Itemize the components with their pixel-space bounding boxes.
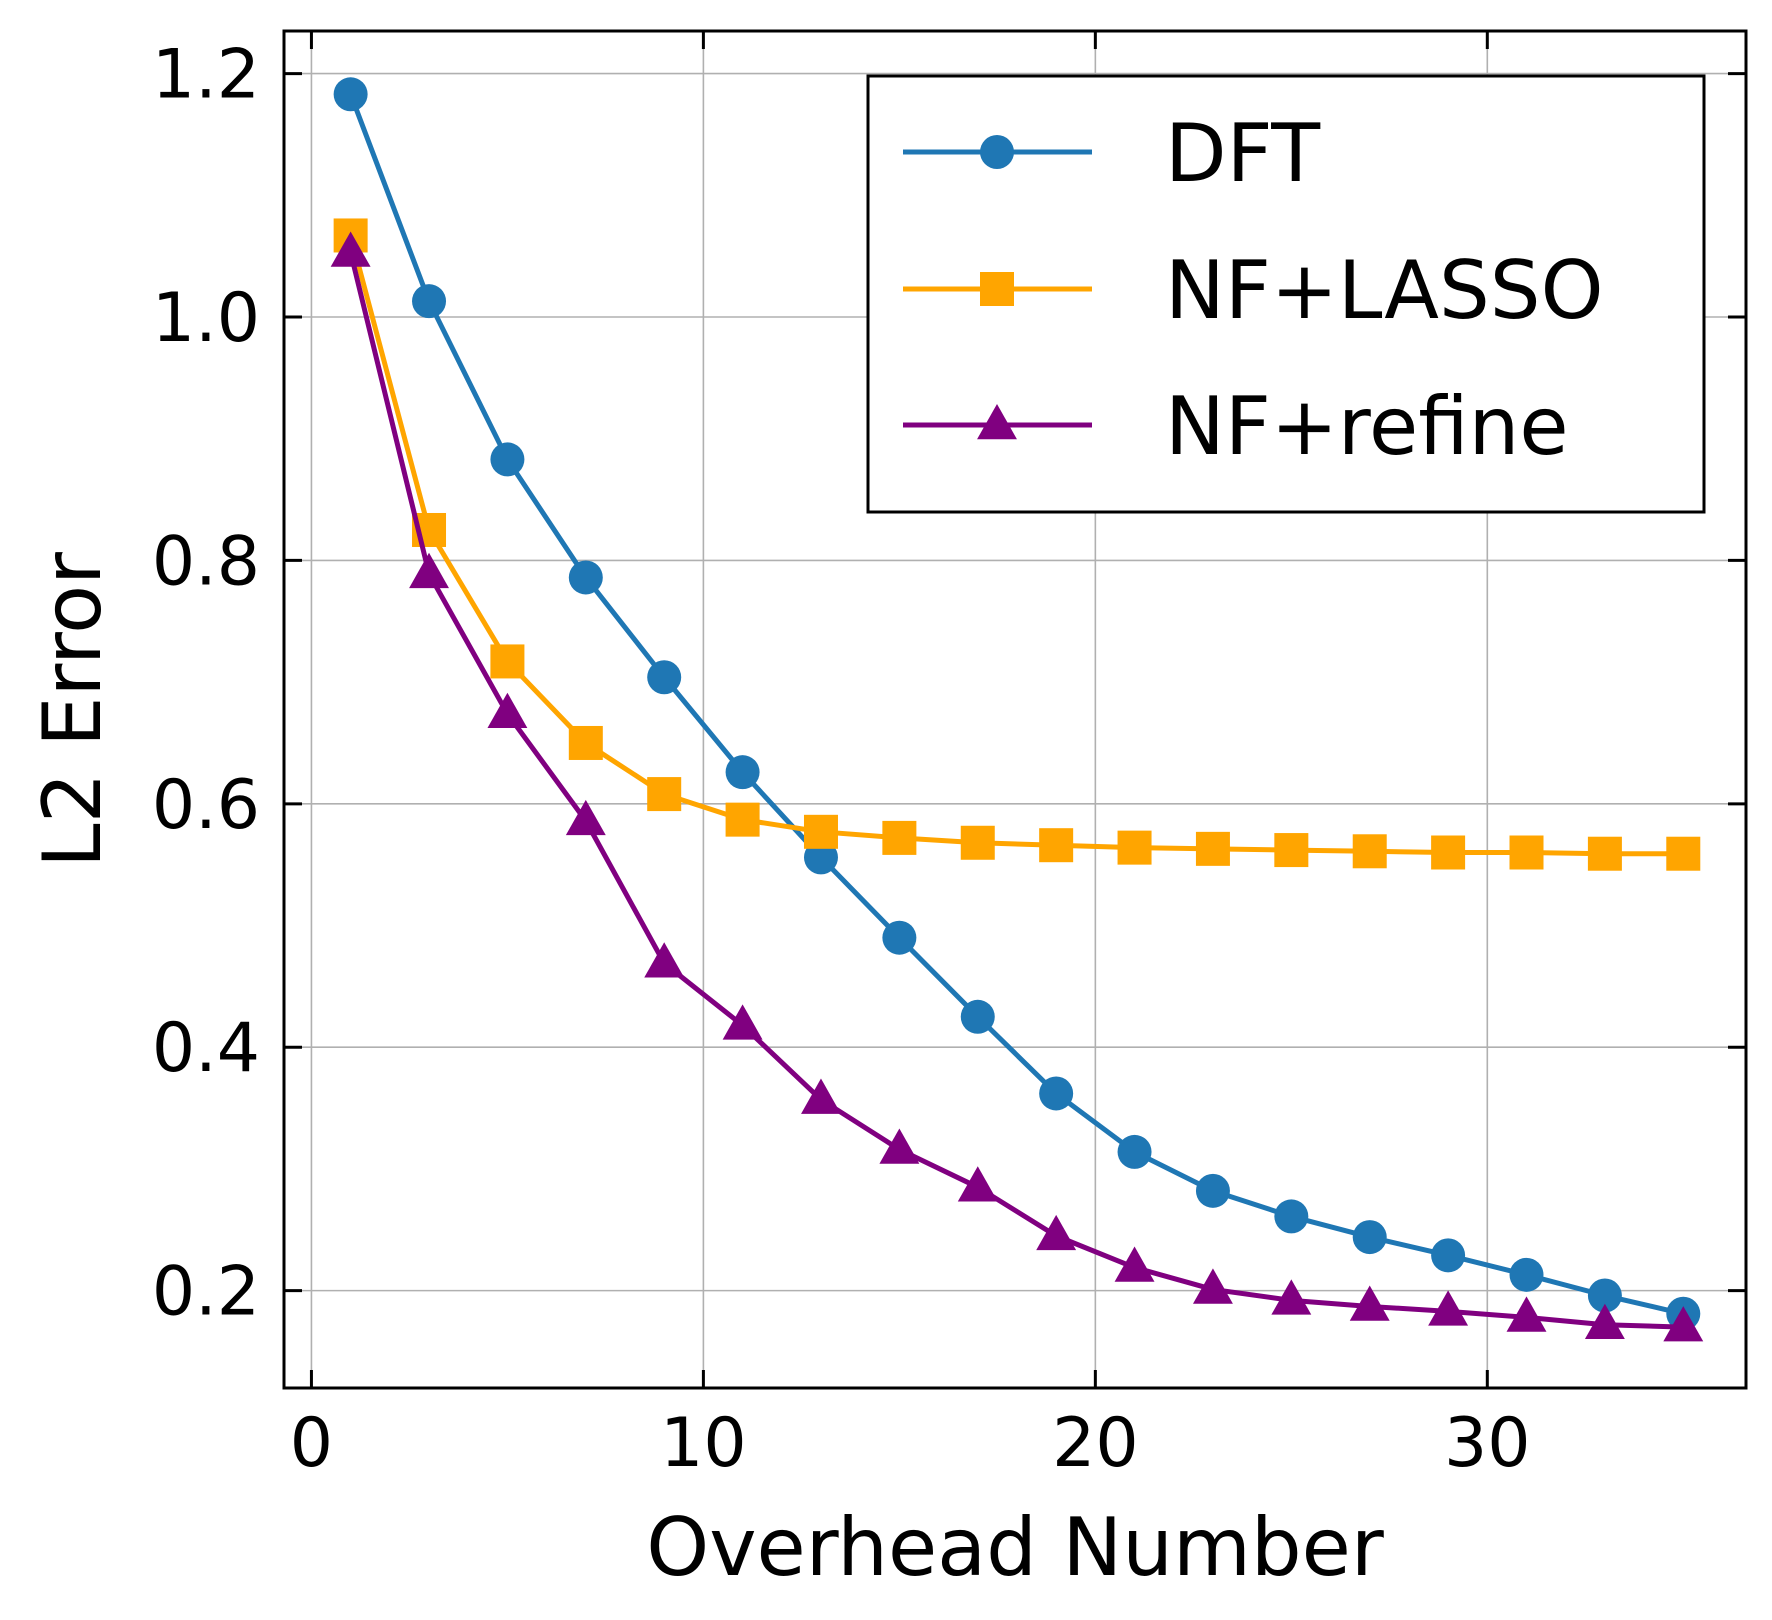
y-tick-label: 0.2	[152, 1253, 260, 1332]
data-point	[1192, 1268, 1233, 1304]
data-point	[882, 920, 917, 955]
legend-marker	[980, 272, 1014, 306]
data-point	[1039, 828, 1074, 863]
data-point	[725, 755, 760, 790]
data-point	[644, 942, 685, 978]
data-point	[1036, 1214, 1077, 1251]
data-point	[879, 1128, 920, 1164]
data-point	[1666, 836, 1701, 871]
data-point	[1587, 836, 1622, 871]
y-tick-label: 0.6	[152, 766, 260, 845]
data-point	[487, 692, 528, 729]
data-point	[647, 777, 682, 812]
legend-entry: DFT	[903, 107, 1321, 200]
data-point	[1352, 1220, 1387, 1255]
data-point	[957, 1166, 998, 1202]
data-point	[568, 725, 603, 760]
data-point	[1584, 1303, 1625, 1339]
data-point	[1431, 835, 1466, 870]
data-point	[1663, 1306, 1704, 1342]
data-point	[1506, 1296, 1547, 1332]
x-tick-label: 30	[1444, 1404, 1531, 1483]
x-tick-label: 20	[1052, 1404, 1139, 1483]
data-point	[960, 825, 995, 860]
data-point	[490, 442, 525, 477]
data-point	[1039, 1076, 1074, 1111]
data-point	[1349, 1285, 1390, 1321]
series-nf-refine	[330, 231, 1704, 1342]
x-tick-label: 10	[660, 1404, 747, 1483]
data-point	[1352, 834, 1387, 869]
legend-label: NF+refine	[1165, 380, 1569, 473]
y-tick-label: 0.4	[152, 1009, 260, 1088]
legend-marker	[977, 404, 1017, 440]
series-layer	[330, 77, 1704, 1342]
legend-entry: NF+LASSO	[903, 244, 1604, 337]
data-point	[1195, 1173, 1230, 1208]
data-point	[1431, 1238, 1466, 1273]
legend-marker	[980, 135, 1014, 169]
data-point	[409, 552, 449, 589]
y-tick-label: 1.2	[152, 36, 260, 115]
data-point	[722, 1004, 763, 1040]
series-dft	[333, 77, 1701, 1331]
data-point	[490, 644, 525, 679]
data-point	[1587, 1278, 1622, 1313]
data-point	[1271, 1279, 1312, 1315]
data-point	[1195, 831, 1230, 866]
data-point	[568, 560, 603, 595]
data-point	[330, 231, 371, 267]
y-axis-title: L2 Error	[26, 552, 119, 868]
data-point	[801, 1078, 841, 1114]
data-point	[1117, 1134, 1152, 1169]
legend-entry: NF+refine	[903, 380, 1569, 473]
data-point	[803, 814, 838, 849]
x-tick-label: 0	[290, 1404, 333, 1483]
axis-ticks: 0 10 20 30 0.2 0.4 0.6 0.8 1.0 1.2	[152, 31, 1746, 1483]
x-axis-title: Overhead Number	[646, 1501, 1384, 1594]
data-point	[1428, 1290, 1469, 1326]
data-point	[647, 660, 682, 695]
series-line	[348, 251, 1684, 1330]
data-point	[1274, 1199, 1309, 1234]
y-tick-label: 1.0	[152, 279, 260, 358]
legend-label: DFT	[1165, 107, 1321, 200]
data-point	[565, 799, 606, 836]
data-point	[1509, 1257, 1544, 1292]
legend-label: NF+LASSO	[1165, 244, 1604, 337]
y-tick-label: 0.8	[152, 522, 260, 601]
data-point	[412, 284, 447, 319]
data-point	[882, 820, 917, 855]
data-point	[803, 840, 838, 875]
data-point	[1274, 833, 1309, 868]
plot-frame	[282, 29, 1748, 1390]
data-point	[333, 77, 368, 112]
legend: DFT NF+LASSO NF+refine	[866, 74, 1706, 514]
data-point	[1114, 1246, 1155, 1282]
data-point	[1117, 830, 1152, 865]
data-point	[960, 999, 995, 1034]
data-point	[1509, 835, 1544, 870]
data-point	[725, 802, 760, 837]
